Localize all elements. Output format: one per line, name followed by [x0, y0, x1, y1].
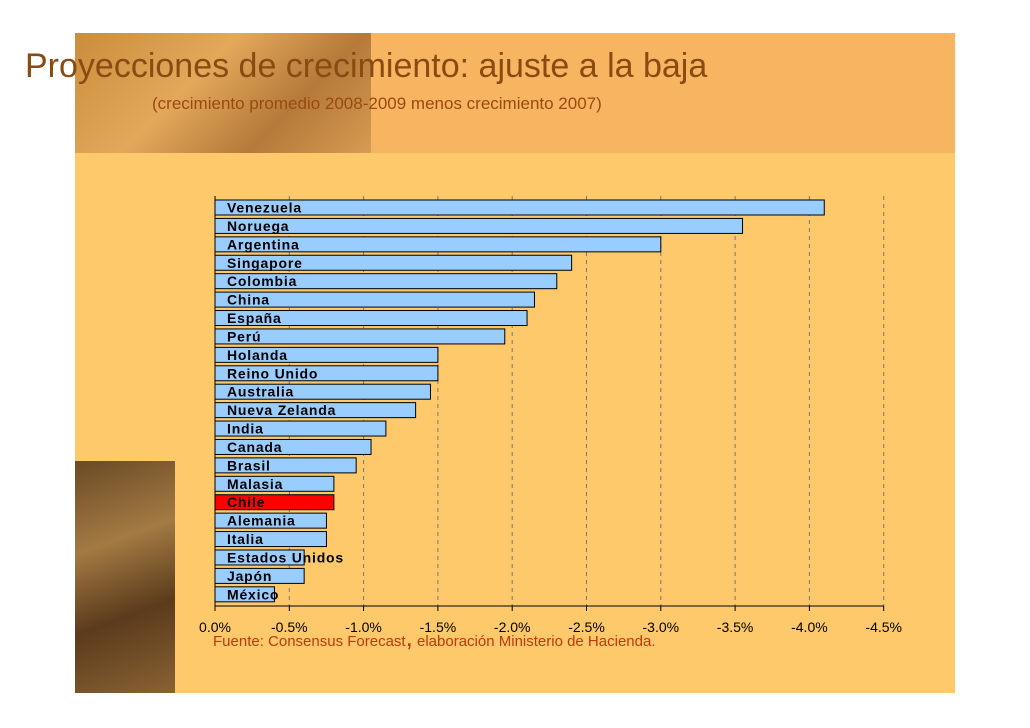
- bar-label: Alemania: [227, 513, 296, 529]
- x-tick-label: -3.0%: [643, 619, 680, 635]
- bar-label: Perú: [227, 328, 261, 344]
- bar-venezuela: [214, 199, 825, 216]
- bar-label: Italia: [227, 531, 264, 547]
- bar-label: Noruega: [227, 218, 289, 234]
- bar-label: Estados Unidos: [227, 549, 344, 565]
- source-comma: ,: [405, 622, 413, 652]
- page-subtitle: (crecimiento promedio 2008-2009 menos cr…: [152, 94, 602, 113]
- header-band: [371, 33, 955, 153]
- page-title: Proyecciones de crecimiento: ajuste a la…: [25, 47, 708, 85]
- bar-label: Chile: [227, 494, 265, 510]
- x-tick-label: -1.5%: [420, 619, 457, 635]
- x-tick-label: -2.5%: [568, 619, 605, 635]
- bar-label: China: [227, 292, 270, 308]
- bar-label: Canada: [227, 439, 282, 455]
- bar-label: Colombia: [227, 273, 297, 289]
- source-note: Fuente: Consensus Forecast, elaboración …: [213, 624, 656, 650]
- x-tick-label: -0.5%: [271, 619, 308, 635]
- bar-label: Nueva Zelanda: [227, 402, 336, 418]
- x-tick-label: -1.0%: [345, 619, 382, 635]
- bar-label: Argentina: [227, 236, 300, 252]
- x-tick-label: 0.0%: [199, 619, 231, 635]
- source-credit: elaboración Ministerio de Hacienda.: [412, 633, 656, 650]
- bar-label: Venezuela: [227, 200, 302, 216]
- bar-label: Australia: [227, 384, 294, 400]
- x-tick-label: -2.0%: [494, 619, 531, 635]
- bar-label: Japón: [227, 568, 272, 584]
- x-tick-label: -4.5%: [865, 619, 902, 635]
- bar-label: México: [227, 586, 279, 602]
- bar-label: Holanda: [227, 347, 288, 363]
- bar-label: India: [227, 421, 264, 437]
- gears-photo: [75, 461, 175, 693]
- x-tick-label: -4.0%: [791, 619, 828, 635]
- building-photo: [75, 33, 371, 153]
- bar-noruega: [214, 217, 744, 234]
- source-text: Fuente: Consensus Forecast: [213, 633, 406, 650]
- bar-label: Singapore: [227, 255, 303, 271]
- x-tick-label: -3.5%: [717, 619, 754, 635]
- bar-label: Brasil: [227, 457, 271, 473]
- bar-label: Malasia: [227, 476, 283, 492]
- bar-label: España: [227, 310, 282, 326]
- bar-label: Reino Unido: [227, 365, 318, 381]
